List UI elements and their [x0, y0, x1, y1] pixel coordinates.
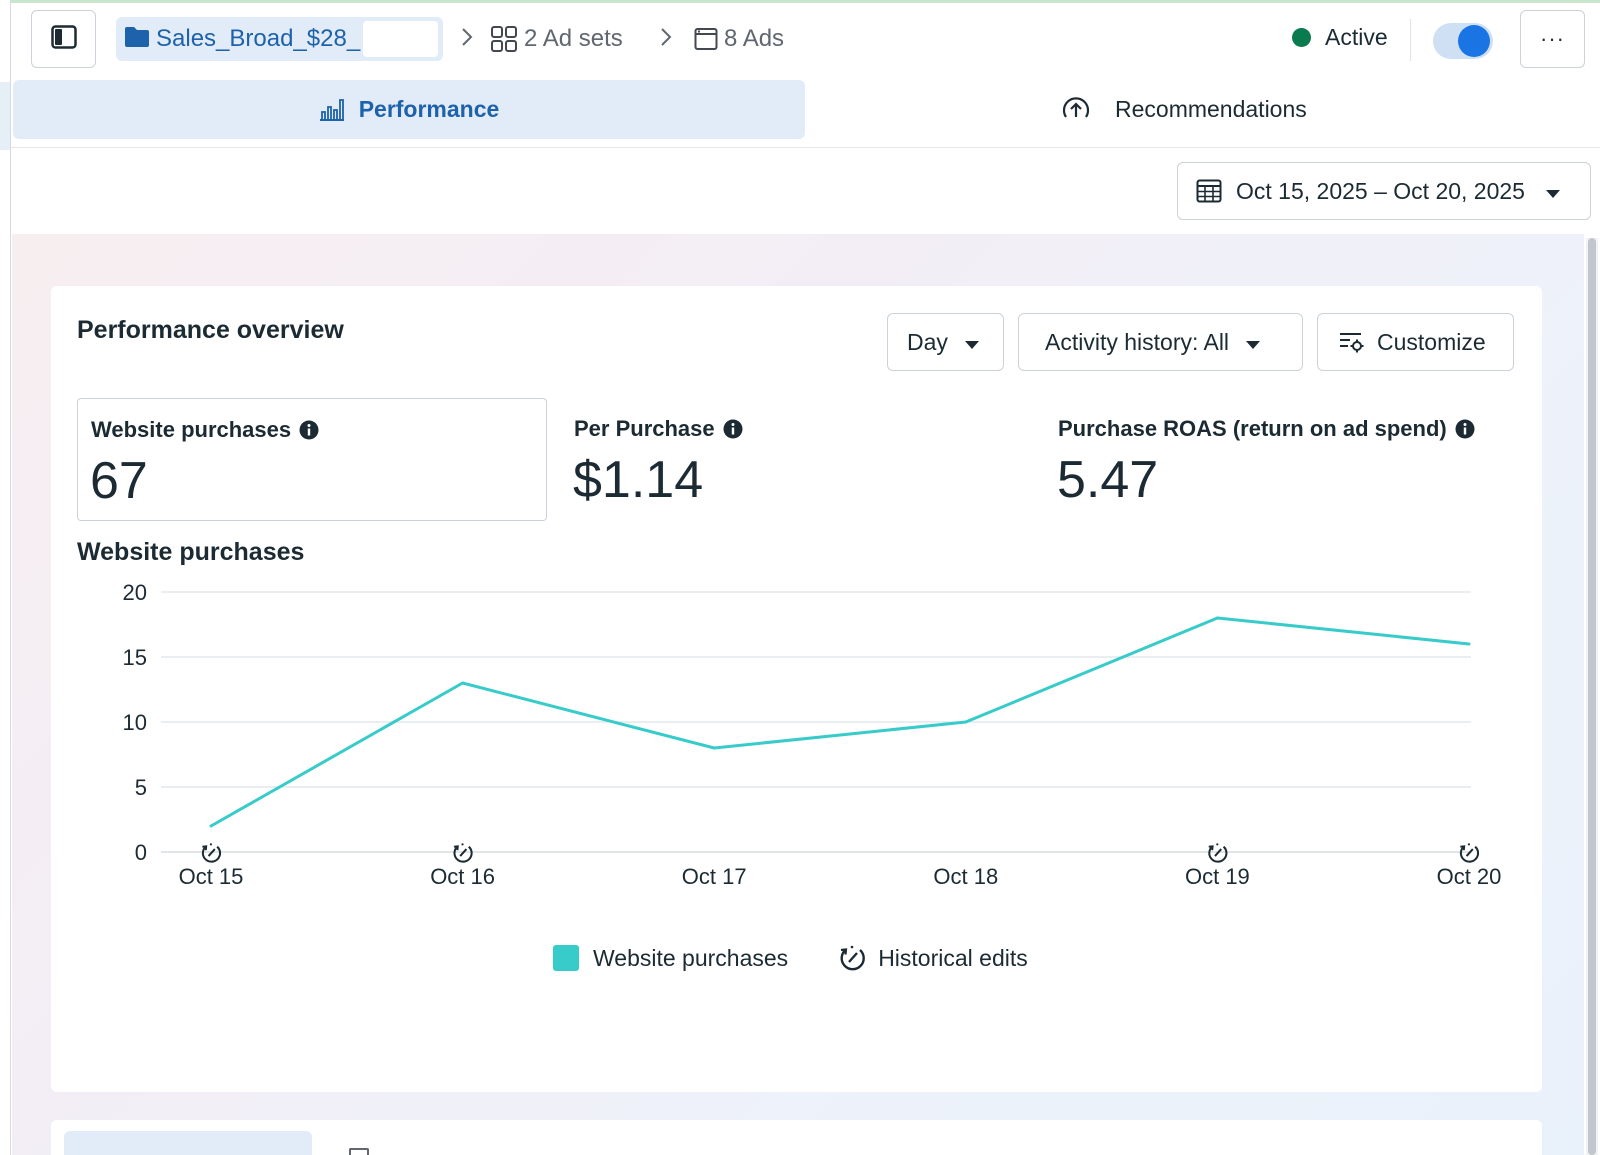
- tab-performance[interactable]: Performance: [13, 80, 805, 139]
- card-tab-peek[interactable]: [64, 1131, 312, 1155]
- legend-label: Historical edits: [878, 944, 1028, 971]
- data-point: [1467, 642, 1471, 646]
- metric-per-purchase[interactable]: Per Purchase $1.14: [561, 398, 1021, 521]
- metric-label: Purchase ROAS (return on ad spend): [1058, 416, 1447, 441]
- date-range-label: Oct 15, 2025 – Oct 20, 2025: [1236, 177, 1525, 204]
- card-tab-icon-peek: [349, 1148, 369, 1155]
- metric-value: 67: [90, 452, 148, 510]
- chevron-right-icon: [462, 28, 473, 46]
- customize-label: Customize: [1377, 328, 1486, 355]
- toggle-knob: [1458, 25, 1490, 57]
- historical-edit-icon: [838, 944, 866, 972]
- info-icon[interactable]: [723, 419, 743, 439]
- data-point: [209, 824, 213, 828]
- arrow-up-circle-icon: [1061, 95, 1091, 125]
- caret-down-icon: [1545, 178, 1561, 205]
- campaign-selector[interactable]: Sales_Broad_$28_: [116, 17, 443, 61]
- historical-edit-marker[interactable]: [453, 843, 473, 863]
- info-icon[interactable]: [299, 420, 319, 440]
- active-toggle[interactable]: [1433, 23, 1493, 59]
- toggle-panel-button[interactable]: [31, 10, 96, 68]
- tab-bar: Performance Recommendations: [11, 80, 1600, 148]
- status-dot: [1292, 28, 1311, 47]
- metric-label-row: Purchase ROAS (return on ad spend): [1058, 416, 1475, 442]
- metric-value: $1.14: [573, 451, 704, 509]
- activity-history-label: Activity history: All: [1045, 328, 1230, 355]
- campaign-name-redacted: [363, 21, 438, 57]
- metric-label-row: Per Purchase: [574, 416, 743, 442]
- performance-overview-card: Performance overview Day Activity histor…: [51, 286, 1542, 1092]
- grid-icon: [490, 25, 518, 53]
- top-accent-line: [0, 0, 1600, 3]
- y-tick-label: 10: [123, 710, 147, 735]
- legend-item-website-purchases[interactable]: Website purchases: [553, 945, 788, 972]
- granularity-label: Day: [907, 328, 948, 355]
- metric-value: 5.47: [1057, 451, 1159, 509]
- y-tick-label: 20: [123, 580, 147, 605]
- top-bar: Sales_Broad_$28_ 2 Ad sets 8 Ads Active …: [11, 3, 1600, 79]
- scrollbar-thumb[interactable]: [1588, 238, 1596, 1155]
- x-tick-label: Oct 17: [682, 864, 747, 889]
- data-point: [1215, 616, 1219, 620]
- legend-label: Website purchases: [593, 944, 789, 971]
- metric-label: Per Purchase: [574, 416, 715, 441]
- calendar-icon: [1196, 178, 1222, 204]
- x-tick-label: Oct 15: [179, 864, 244, 889]
- campaign-name: Sales_Broad_$28_: [156, 25, 361, 52]
- left-rail: [0, 0, 11, 1155]
- more-icon: ···: [1540, 26, 1565, 51]
- breadcrumb-label: 2 Ad sets: [524, 25, 623, 52]
- metric-label: Website purchases: [91, 417, 292, 442]
- line-chart: 0 5 10 15 20 Oct 15 Oct 16 Oct 17 Oct 18 Oct 19 Oc…: [123, 580, 1502, 889]
- tab-label: Recommendations: [1115, 96, 1307, 122]
- data-point: [964, 720, 968, 724]
- date-range-picker[interactable]: Oct 15, 2025 – Oct 20, 2025: [1177, 162, 1591, 220]
- granularity-dropdown[interactable]: Day: [887, 313, 1004, 371]
- ad-window-icon: [694, 27, 718, 51]
- scrollbar[interactable]: [1586, 238, 1598, 1155]
- y-tick-label: 0: [135, 840, 147, 865]
- folder-icon: [124, 26, 150, 53]
- chevron-right-icon: [661, 28, 672, 46]
- breadcrumb-ads[interactable]: 8 Ads: [694, 17, 784, 61]
- metric-website-purchases[interactable]: Website purchases 67: [77, 398, 547, 521]
- legend-item-historical-edits[interactable]: Historical edits: [838, 944, 1028, 972]
- historical-edit-marker[interactable]: [1459, 843, 1480, 863]
- chart-legend: Website purchases Historical edits: [553, 938, 1078, 978]
- y-tick-label: 5: [135, 775, 147, 800]
- caret-down-icon: [964, 329, 980, 356]
- x-tick-label: Oct 19: [1185, 864, 1250, 889]
- metric-label-row: Website purchases: [91, 417, 319, 443]
- caret-down-icon: [1245, 329, 1261, 356]
- data-point: [461, 681, 465, 685]
- metric-purchase-roas[interactable]: Purchase ROAS (return on ad spend) 5.47: [1045, 398, 1515, 521]
- breakdown-card-peek: [51, 1120, 1542, 1155]
- more-options-button[interactable]: ···: [1520, 10, 1585, 68]
- status-label: Active: [1325, 24, 1388, 50]
- x-tick-label: Oct 20: [1437, 864, 1502, 889]
- data-point: [712, 746, 716, 750]
- breadcrumb-label: 8 Ads: [724, 25, 785, 52]
- info-icon[interactable]: [1455, 419, 1475, 439]
- x-tick-label: Oct 18: [933, 864, 998, 889]
- series-line-website-purchases: [210, 616, 1470, 828]
- chart-title: Website purchases: [77, 538, 305, 566]
- activity-history-dropdown[interactable]: Activity history: All: [1018, 313, 1303, 371]
- breadcrumb-ad-sets[interactable]: 2 Ad sets: [490, 17, 623, 61]
- customize-button[interactable]: Customize: [1317, 313, 1514, 371]
- card-title: Performance overview: [77, 316, 344, 344]
- tab-recommendations[interactable]: Recommendations: [1061, 80, 1361, 139]
- y-tick-label: 15: [123, 645, 147, 670]
- tab-label: Performance: [358, 96, 500, 122]
- x-tick-label: Oct 16: [430, 864, 495, 889]
- historical-edit-marker[interactable]: [201, 843, 222, 863]
- bar-chart-icon: [319, 98, 345, 122]
- historical-edit-marker[interactable]: [1208, 843, 1228, 863]
- side-panel-icon: [50, 24, 77, 54]
- legend-swatch: [553, 945, 579, 971]
- divider: [1410, 19, 1411, 61]
- status-indicator: Active: [1292, 24, 1388, 51]
- settings-list-icon: [1339, 330, 1365, 354]
